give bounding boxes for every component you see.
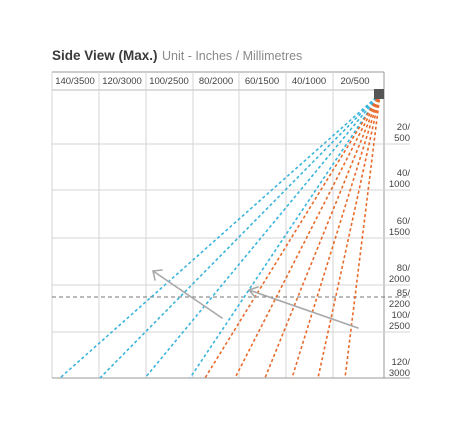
side-scale-label-line2: 2000	[389, 274, 410, 285]
diagram-title: Side View (Max.) Unit - Inches / Millime…	[52, 47, 302, 65]
blue-beam-line	[59, 93, 381, 379]
arrow-left	[152, 269, 223, 319]
side-scale-label-line1: 85/	[397, 288, 411, 299]
side-scale-label-line1: 20/	[397, 122, 411, 133]
sensor-marker	[374, 89, 384, 99]
side-scale-label-line1: 80/	[397, 263, 411, 274]
top-scale-label: 60/1500	[245, 76, 279, 87]
blue-beam-line	[189, 93, 381, 379]
top-scale-label: 20/500	[340, 76, 369, 87]
orange-beam-line	[204, 93, 381, 379]
side-scale-label-line2: 1000	[389, 179, 410, 190]
orange-beam-line	[291, 93, 381, 379]
top-scale-label: 80/2000	[199, 76, 233, 87]
blue-beams	[59, 93, 381, 379]
blue-beam-line	[99, 93, 381, 379]
side-scale-label-line2: 3000	[389, 368, 410, 379]
side-scale: 20/ 500 40/ 1000 60/ 1500 80/ 2000 85/ 2…	[389, 122, 410, 379]
top-scale-label: 40/1000	[292, 76, 326, 87]
top-scale-label: 120/3000	[102, 76, 142, 87]
arrow-right	[248, 286, 359, 329]
blue-beam-line	[144, 93, 381, 379]
side-scale-label-line2: 1500	[389, 227, 410, 238]
side-scale-label-line2: 500	[394, 133, 410, 144]
orange-beam-line	[344, 93, 381, 379]
orange-beams	[204, 93, 381, 379]
side-scale-label-line1: 120/	[392, 357, 411, 368]
orange-beam-line	[234, 93, 381, 379]
title-sub: Unit - Inches / Millimetres	[162, 49, 303, 63]
top-scale: 140/3500 120/3000 100/2500 80/2000 60/15…	[55, 76, 369, 87]
top-scale-label: 140/3500	[55, 76, 95, 87]
arrows	[152, 269, 359, 329]
title-main: Side View (Max.)	[52, 48, 158, 63]
side-scale-label-line2: 2500	[389, 321, 410, 332]
orange-beam-line	[264, 93, 381, 379]
side-scale-label-line1: 40/	[397, 168, 411, 179]
top-scale-label: 100/2500	[149, 76, 189, 87]
side-scale-label-line1: 60/	[397, 216, 411, 227]
side-scale-label-line1: 100/	[392, 310, 411, 321]
side-scale-label-line2: 2200	[389, 299, 410, 310]
orange-beam-line	[317, 93, 381, 379]
